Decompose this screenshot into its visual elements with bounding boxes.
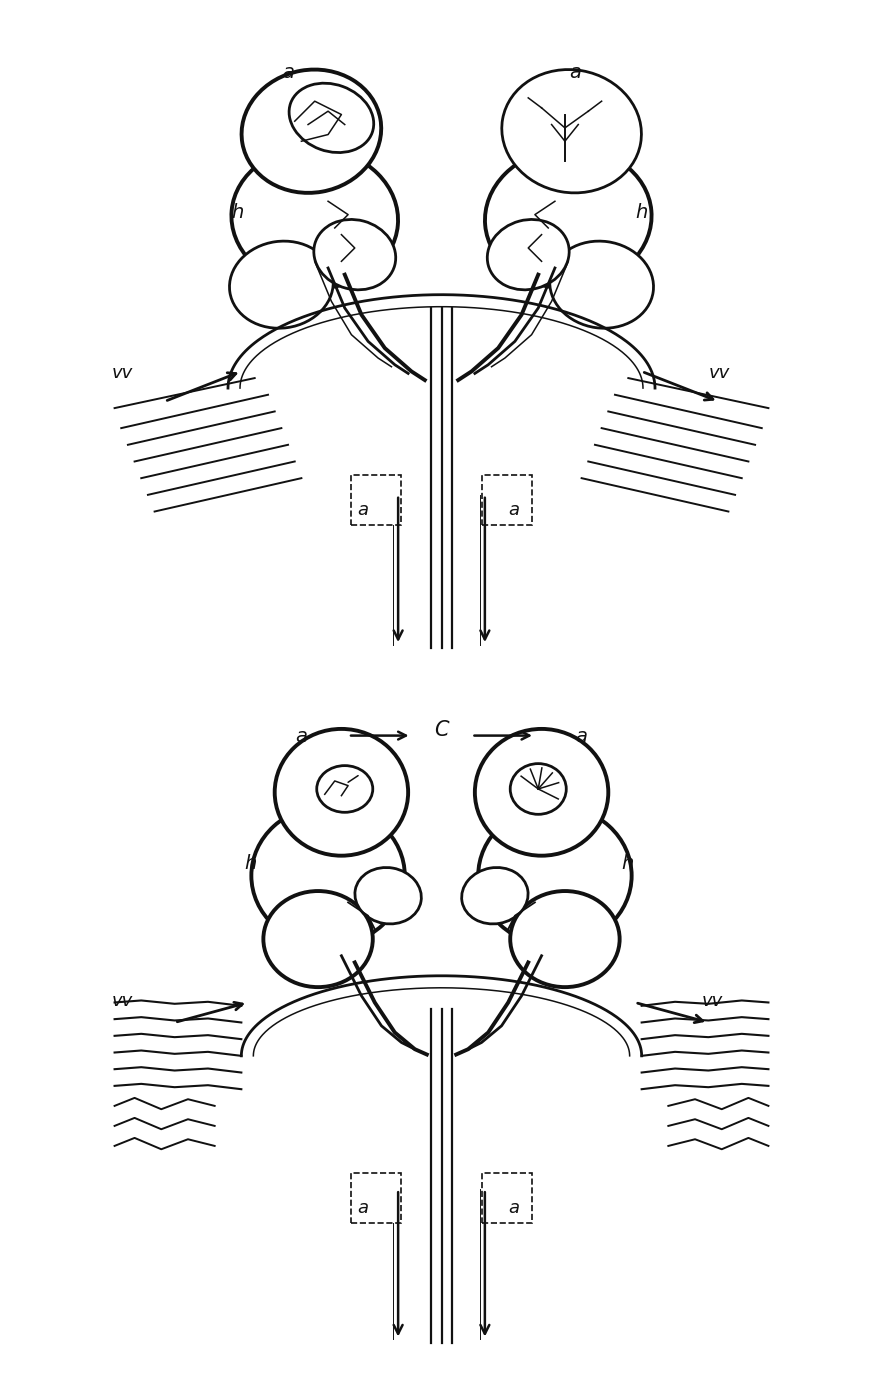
Ellipse shape [263,891,373,987]
Text: a: a [576,727,587,746]
Text: a: a [509,500,519,518]
Ellipse shape [479,806,631,945]
Ellipse shape [231,147,398,288]
Text: vv: vv [702,992,723,1009]
Ellipse shape [289,83,374,153]
Text: vv: vv [111,992,132,1009]
Ellipse shape [313,220,396,291]
Ellipse shape [502,70,641,193]
Bar [481,1173,532,1223]
Text: h: h [622,853,634,873]
Text: a: a [357,500,368,518]
Text: a: a [296,727,307,746]
Ellipse shape [475,728,608,856]
Bar [351,1173,402,1223]
Ellipse shape [550,240,653,328]
Text: a: a [509,1198,519,1216]
Text: a: a [569,63,581,82]
Ellipse shape [230,240,333,328]
Text: h: h [231,203,244,222]
Text: a: a [357,1198,368,1216]
Text: C: C [434,720,449,739]
Text: h: h [635,203,647,222]
Ellipse shape [355,867,421,924]
Ellipse shape [510,763,566,815]
Ellipse shape [510,891,620,987]
Text: vv: vv [111,364,132,382]
Bar [351,475,402,525]
Ellipse shape [252,806,404,945]
Ellipse shape [485,147,652,288]
Text: h: h [245,853,257,873]
Bar [481,475,532,525]
Ellipse shape [462,867,528,924]
Ellipse shape [242,70,381,193]
Ellipse shape [487,220,570,291]
Text: a: a [282,63,294,82]
Ellipse shape [275,728,408,856]
Ellipse shape [317,766,373,812]
Text: vv: vv [708,364,729,382]
